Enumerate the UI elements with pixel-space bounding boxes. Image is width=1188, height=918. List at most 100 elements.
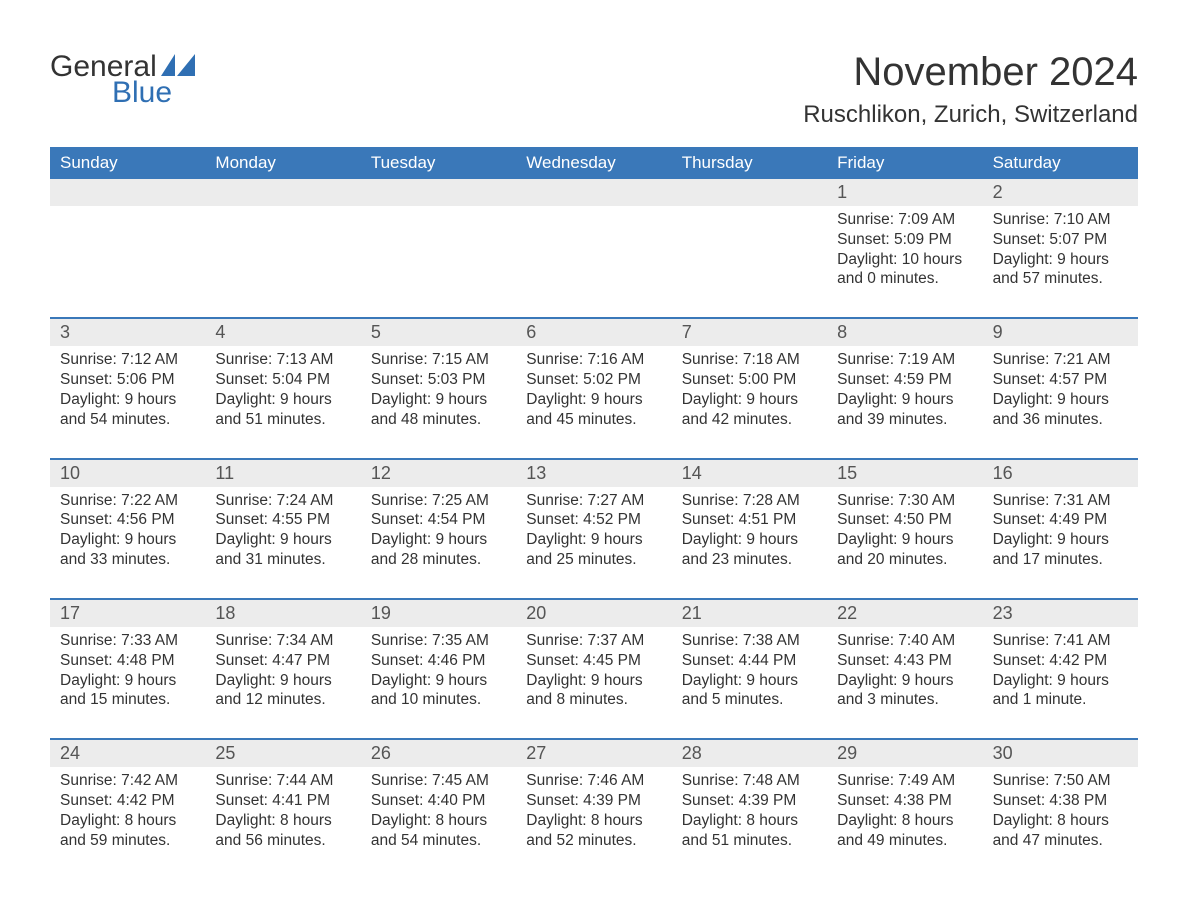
sunrise-text: Sunrise: 7:09 AM [837,210,972,230]
daylight-text: Daylight: 8 hours and 47 minutes. [993,811,1128,851]
daylight-text: Daylight: 9 hours and 8 minutes. [526,671,661,711]
day-cell: Sunrise: 7:27 AMSunset: 4:52 PMDaylight:… [516,487,671,588]
sunrise-text: Sunrise: 7:28 AM [682,491,817,511]
sunset-text: Sunset: 5:07 PM [993,230,1128,250]
content-row: Sunrise: 7:12 AMSunset: 5:06 PM Daylight:… [50,346,1138,447]
day-number: 19 [361,600,516,627]
sunrise-text: Sunrise: 7:34 AM [215,631,350,651]
daylight-text: Daylight: 8 hours and 59 minutes. [60,811,195,851]
sunset-text: Sunset: 4:38 PM [837,791,972,811]
day-cell: Sunrise: 7:25 AMSunset: 4:54 PMDaylight:… [361,487,516,588]
day-cell [205,206,360,307]
sunrise-text: Sunrise: 7:35 AM [371,631,506,651]
day-number: 5 [361,319,516,346]
daylight-text: Daylight: 9 hours and 57 minutes. [993,250,1128,290]
sunrise-text: Sunrise: 7:21 AM [993,350,1128,370]
daylight-text: Daylight: 9 hours and 48 minutes. [371,390,506,430]
day-cell [516,206,671,307]
day-number [50,179,205,206]
day-header-saturday: Saturday [983,147,1138,179]
sunset-text: Sunset: 5:03 PM [371,370,506,390]
sunrise-text: Sunrise: 7:30 AM [837,491,972,511]
day-number [672,179,827,206]
daylight-text: Daylight: 9 hours and 39 minutes. [837,390,972,430]
sunrise-text: Sunrise: 7:12 AM [60,350,195,370]
sunset-text: Sunset: 4:39 PM [526,791,661,811]
day-cell: Sunrise: 7:42 AMSunset: 4:42 PMDaylight:… [50,767,205,868]
sunrise-text: Sunrise: 7:33 AM [60,631,195,651]
sunset-text: Sunset: 4:55 PM [215,510,350,530]
day-cell: Sunrise: 7:50 AMSunset: 4:38 PMDaylight:… [983,767,1138,868]
sunrise-text: Sunrise: 7:50 AM [993,771,1128,791]
day-cell: Sunrise: 7:34 AMSunset: 4:47 PMDaylight:… [205,627,360,728]
week-separator [50,448,1138,458]
sunset-text: Sunset: 5:04 PM [215,370,350,390]
day-number: 26 [361,740,516,767]
sunset-text: Sunset: 4:56 PM [60,510,195,530]
day-cell: Sunrise: 7:33 AMSunset: 4:48 PMDaylight:… [50,627,205,728]
day-cell: Sunrise: 7:41 AMSunset: 4:42 PMDaylight:… [983,627,1138,728]
daylight-text: Daylight: 9 hours and 12 minutes. [215,671,350,711]
day-number: 10 [50,460,205,487]
day-number: 3 [50,319,205,346]
sunrise-text: Sunrise: 7:24 AM [215,491,350,511]
logo-word-blue: Blue [112,76,172,110]
daylight-text: Daylight: 9 hours and 28 minutes. [371,530,506,570]
sunrise-text: Sunrise: 7:40 AM [837,631,972,651]
sunset-text: Sunset: 4:45 PM [526,651,661,671]
sunrise-text: Sunrise: 7:27 AM [526,491,661,511]
day-number: 23 [983,600,1138,627]
sunset-text: Sunset: 5:00 PM [682,370,817,390]
day-number: 27 [516,740,671,767]
day-cell: Sunrise: 7:40 AMSunset: 4:43 PMDaylight:… [827,627,982,728]
day-cell: Sunrise: 7:09 AMSunset: 5:09 PMDaylight:… [827,206,982,307]
sunrise-text: Sunrise: 7:18 AM [682,350,817,370]
day-number: 8 [827,319,982,346]
day-cell: Sunrise: 7:15 AMSunset: 5:03 PMDaylight:… [361,346,516,447]
sunset-text: Sunset: 4:39 PM [682,791,817,811]
sunset-text: Sunset: 4:41 PM [215,791,350,811]
day-header-friday: Friday [827,147,982,179]
day-header-wednesday: Wednesday [516,147,671,179]
daylight-text: Daylight: 9 hours and 31 minutes. [215,530,350,570]
daylight-text: Daylight: 8 hours and 49 minutes. [837,811,972,851]
page-header: General Blue November 2024 Ruschlikon, Z… [50,50,1138,129]
sunset-text: Sunset: 4:52 PM [526,510,661,530]
sunset-text: Sunset: 4:42 PM [60,791,195,811]
location-subtitle: Ruschlikon, Zurich, Switzerland [803,101,1138,129]
day-number: 13 [516,460,671,487]
sunset-text: Sunset: 4:49 PM [993,510,1128,530]
day-header-tuesday: Tuesday [361,147,516,179]
sunset-text: Sunset: 4:51 PM [682,510,817,530]
day-cell: Sunrise: 7:49 AMSunset: 4:38 PMDaylight:… [827,767,982,868]
sunset-text: Sunset: 4:47 PM [215,651,350,671]
daylight-text: Daylight: 9 hours and 5 minutes. [682,671,817,711]
day-cell: Sunrise: 7:28 AMSunset: 4:51 PMDaylight:… [672,487,827,588]
day-number: 25 [205,740,360,767]
daynum-row: 17181920212223 [50,600,1138,627]
sunrise-text: Sunrise: 7:38 AM [682,631,817,651]
sunrise-text: Sunrise: 7:48 AM [682,771,817,791]
daylight-text: Daylight: 9 hours and 20 minutes. [837,530,972,570]
daylight-text: Daylight: 9 hours and 3 minutes. [837,671,972,711]
day-cell: Sunrise: 7:12 AMSunset: 5:06 PMDaylight:… [50,346,205,447]
sunset-text: Sunset: 4:46 PM [371,651,506,671]
day-cell: Sunrise: 7:24 AMSunset: 4:55 PMDaylight:… [205,487,360,588]
day-number [516,179,671,206]
day-number: 16 [983,460,1138,487]
week-block: 12Sunrise: 7:09 AMSunset: 5:09 PMDayligh… [50,179,1138,307]
sunrise-text: Sunrise: 7:31 AM [993,491,1128,511]
sunset-text: Sunset: 5:06 PM [60,370,195,390]
sunset-text: Sunset: 4:54 PM [371,510,506,530]
day-number: 2 [983,179,1138,206]
content-row: Sunrise: 7:09 AMSunset: 5:09 PMDaylight:… [50,206,1138,307]
daynum-row: 3456789 [50,319,1138,346]
daynum-row: 10111213141516 [50,460,1138,487]
weeks-container: 12Sunrise: 7:09 AMSunset: 5:09 PMDayligh… [50,179,1138,869]
day-cell: Sunrise: 7:46 AMSunset: 4:39 PMDaylight:… [516,767,671,868]
day-number: 1 [827,179,982,206]
day-cell: Sunrise: 7:37 AMSunset: 4:45 PMDaylight:… [516,627,671,728]
sunset-text: Sunset: 4:44 PM [682,651,817,671]
sunset-text: Sunset: 4:43 PM [837,651,972,671]
daylight-text: Daylight: 9 hours and 45 minutes. [526,390,661,430]
